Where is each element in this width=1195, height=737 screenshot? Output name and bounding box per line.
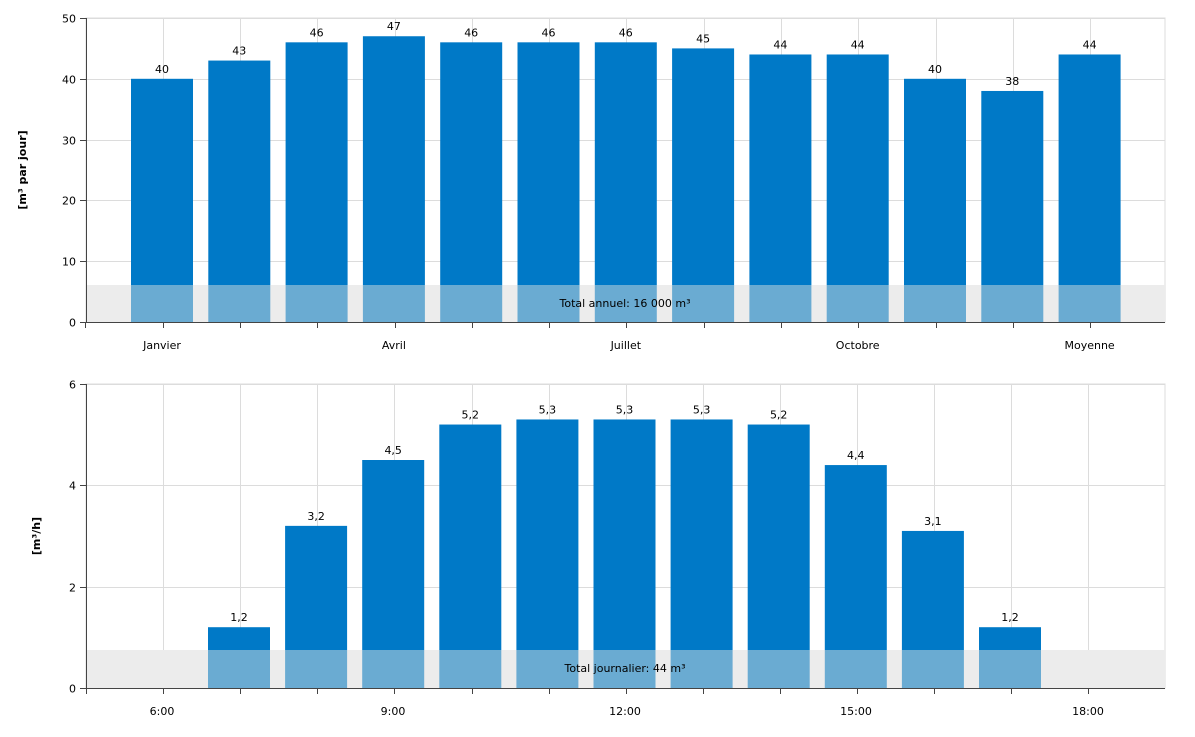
bar-band-segment — [824, 650, 887, 688]
bar-band-segment — [826, 285, 889, 322]
bar — [747, 424, 810, 650]
x-tick-label: Juillet — [610, 339, 642, 352]
bar-value-label: 46 — [542, 26, 556, 39]
y-tick-label: 0 — [69, 317, 76, 330]
bar-value-label: 3,2 — [307, 510, 325, 523]
x-tick-label: 18:00 — [1072, 705, 1104, 718]
bar — [749, 54, 812, 286]
y-tick-label: 6 — [69, 379, 76, 392]
bar-value-label: 1,2 — [1001, 611, 1019, 624]
y-tick-label: 40 — [62, 74, 76, 87]
bar — [901, 530, 964, 650]
x-tick-label: 12:00 — [609, 705, 641, 718]
y-axis-title: [m³/h] — [30, 517, 43, 555]
bar-value-label: 4,5 — [384, 444, 402, 457]
bar — [670, 419, 733, 650]
bar — [672, 48, 735, 286]
bar-value-label: 40 — [155, 63, 169, 76]
bar-band-segment — [904, 285, 966, 322]
x-tick-label: Janvier — [142, 339, 181, 352]
bar — [131, 78, 193, 285]
bar-band-segment — [131, 285, 193, 322]
bar-band-segment — [440, 285, 503, 322]
bar-band-segment — [593, 650, 656, 688]
y-tick-label: 10 — [62, 256, 76, 269]
x-tick-label: 6:00 — [150, 705, 175, 718]
bar-value-label: 5,3 — [616, 403, 634, 416]
bar-band-segment — [1058, 285, 1121, 322]
bar-band-segment — [749, 285, 812, 322]
x-tick-label: 15:00 — [840, 705, 872, 718]
bar — [979, 627, 1041, 650]
bar-value-label: 43 — [232, 45, 246, 58]
bar-band-segment — [901, 650, 964, 688]
bar — [440, 42, 503, 285]
bar-band-segment — [517, 285, 580, 322]
bar-value-label: 5,2 — [770, 409, 788, 422]
bar-value-label: 3,1 — [924, 515, 942, 528]
bar — [516, 419, 579, 650]
bar-band-segment — [208, 285, 271, 322]
bar-value-label: 38 — [1005, 75, 1019, 88]
bar-band-segment — [672, 285, 735, 322]
bar — [981, 90, 1044, 286]
y-tick-label: 30 — [62, 135, 76, 148]
y-tick-label: 4 — [69, 480, 76, 493]
bar — [1058, 54, 1121, 286]
bar-value-label: 1,2 — [230, 611, 248, 624]
bar-band-segment — [285, 285, 348, 322]
total-label: Total annuel: 16 000 m³ — [559, 297, 691, 310]
bar-band-segment — [979, 650, 1041, 688]
y-tick-label: 50 — [62, 13, 76, 26]
bar — [824, 465, 887, 650]
y-tick-label: 0 — [69, 683, 76, 696]
hourly-consumption-chart: 0 2 4 6 1,2 3,2 4,5 5,2 5,3 5,3 5,3 5,2 4,4 3,1 1,2 Tot… — [30, 379, 1166, 718]
bar-value-label: 46 — [619, 26, 633, 39]
bar — [208, 627, 270, 650]
bar — [826, 54, 889, 286]
bar — [285, 525, 348, 650]
bar — [594, 42, 657, 285]
monthly-consumption-chart: 0 10 20 30 40 50 40 43 46 47 46 46 46 45 44 44 40 38 44 Tot… — [16, 13, 1166, 352]
bar-band-segment — [594, 285, 657, 322]
bar-band-segment — [362, 285, 425, 322]
x-tick-label: Avril — [382, 339, 406, 352]
bar-value-label: 44 — [773, 38, 787, 51]
y-tick-label: 2 — [69, 582, 76, 595]
x-tick-label: 9:00 — [381, 705, 406, 718]
bar-band-segment — [747, 650, 810, 688]
bar — [362, 36, 425, 285]
bar-band-segment — [981, 285, 1044, 322]
bar-value-label: 40 — [928, 63, 942, 76]
bar-value-label: 46 — [310, 26, 324, 39]
bar-value-label: 47 — [387, 20, 401, 33]
y-tick-label: 20 — [62, 195, 76, 208]
bar — [439, 424, 502, 650]
bar-value-label: 4,4 — [847, 449, 865, 462]
bar — [904, 78, 966, 285]
bar-value-label: 46 — [464, 26, 478, 39]
y-axis-title: [m³ par jour] — [16, 130, 29, 209]
bar-value-label: 45 — [696, 32, 710, 45]
x-tick-label: Moyenne — [1064, 339, 1114, 352]
bar — [208, 60, 271, 286]
bar — [285, 42, 348, 285]
bar-value-label: 5,3 — [539, 403, 557, 416]
bar — [362, 460, 425, 650]
bar-band-segment — [362, 650, 425, 688]
bar-value-label: 5,3 — [693, 403, 711, 416]
bar-value-label: 44 — [851, 38, 865, 51]
bar-band-segment — [516, 650, 579, 688]
bar-band-segment — [285, 650, 348, 688]
bar-value-label: 5,2 — [462, 409, 480, 422]
x-tick-label: Octobre — [836, 339, 880, 352]
total-label: Total journalier: 44 m³ — [563, 662, 685, 675]
bar-band-segment — [208, 650, 270, 688]
bar-band-segment — [670, 650, 733, 688]
bar — [517, 42, 580, 285]
bar-band-segment — [439, 650, 502, 688]
bar-value-label: 44 — [1083, 38, 1097, 51]
bar — [593, 419, 656, 650]
